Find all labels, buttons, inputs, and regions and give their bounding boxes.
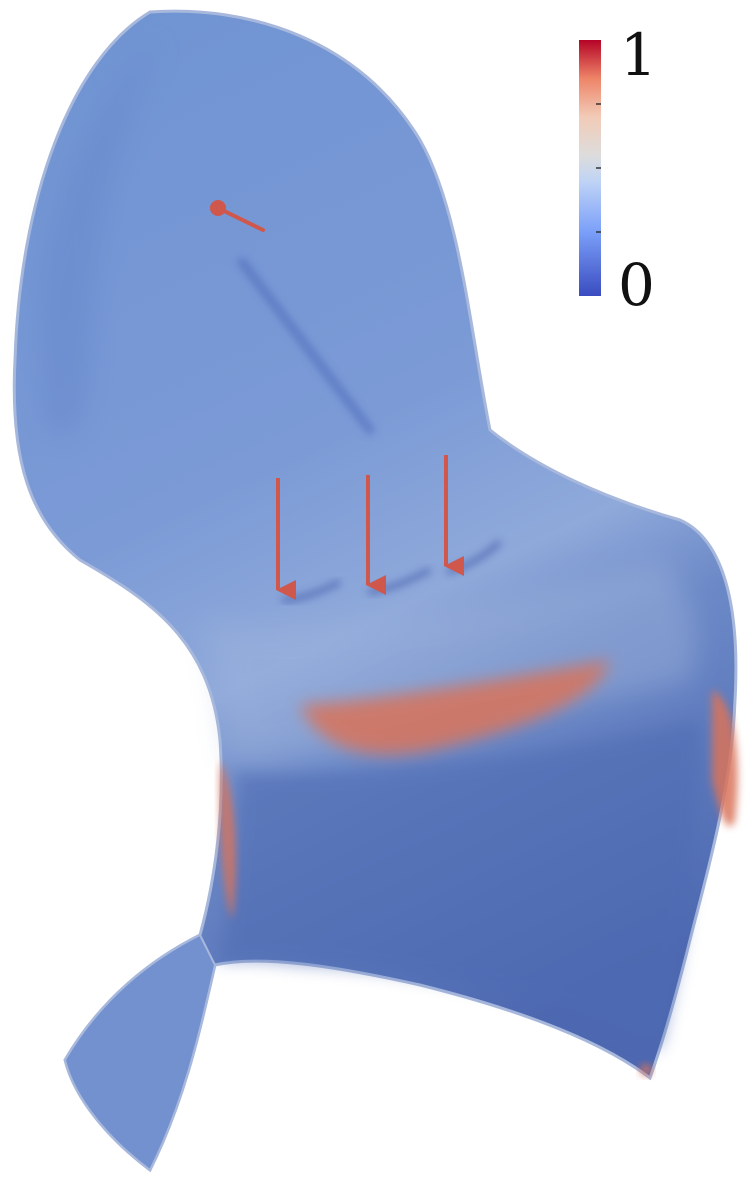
point-load-head	[210, 200, 226, 216]
backrest-shade	[40, 40, 160, 438]
colorbar-min-label: 0	[618, 251, 655, 319]
stress-hotspot-foot	[640, 1064, 652, 1076]
load-arrows	[276, 455, 503, 603]
point-load	[210, 200, 375, 435]
seat-underside-shade	[220, 720, 700, 1050]
colorbar-gradient	[579, 40, 601, 296]
colorbar-max-label: 1	[620, 21, 657, 89]
stress-hotspot-left-edge	[219, 760, 236, 920]
stress-hotspot-seat-front	[300, 660, 610, 755]
colorbar	[579, 40, 601, 296]
stress-hotspot-right-edge	[712, 690, 738, 827]
chair-leg-flap	[63, 933, 217, 1172]
